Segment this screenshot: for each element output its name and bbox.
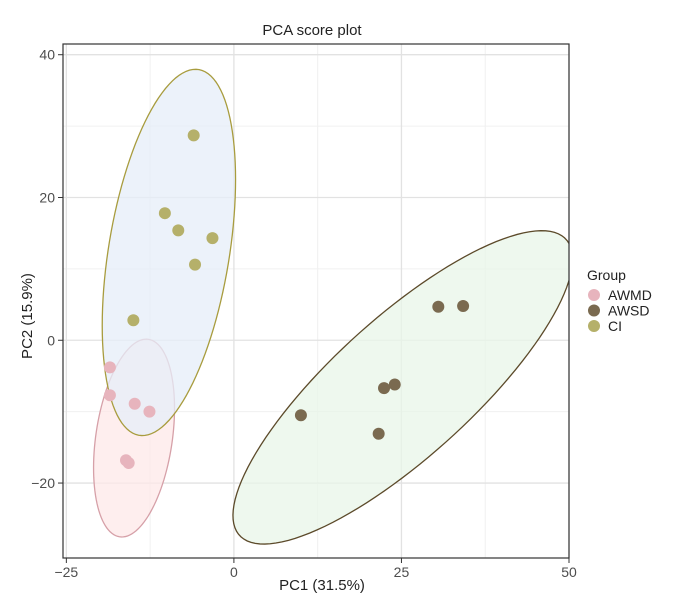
y-tick-label: −20 (31, 475, 55, 491)
point-awsd (388, 378, 401, 391)
y-tick-label: 40 (39, 47, 55, 63)
y-axis: −20 0 20 40 (31, 47, 63, 491)
x-axis: −25 0 25 50 (54, 558, 577, 580)
x-tick-label: 25 (394, 564, 410, 580)
legend-key-ci (588, 320, 600, 332)
point-awmd (103, 389, 116, 402)
x-tick-label: 50 (561, 564, 577, 580)
confidence-ellipses (92, 68, 569, 545)
chart-title: PCA score plot (262, 22, 362, 39)
point-ci (127, 314, 140, 327)
point-awsd (457, 299, 470, 312)
point-ci (172, 224, 185, 237)
data-points (103, 129, 470, 470)
legend-label-awsd: AWSD (608, 303, 649, 319)
point-ci (189, 258, 202, 271)
legend-title: Group (587, 267, 626, 283)
point-awsd (378, 382, 391, 395)
legend-label-ci: CI (608, 318, 622, 334)
x-tick-label: 0 (230, 564, 238, 580)
y-tick-label: 0 (47, 332, 55, 348)
point-awmd (143, 405, 156, 418)
point-awmd (103, 361, 116, 374)
x-axis-label: PC1 (31.5%) (279, 577, 365, 594)
ellipse-ci (101, 68, 237, 437)
y-axis-label: PC2 (15.9%) (19, 273, 36, 359)
legend-key-awsd (588, 304, 600, 317)
point-awmd (122, 457, 135, 470)
point-ci (158, 207, 171, 220)
y-tick-label: 20 (39, 189, 55, 205)
legend-key-awmd (588, 289, 600, 301)
point-awsd (294, 409, 307, 422)
point-awsd (372, 427, 385, 440)
x-tick-label: −25 (54, 564, 78, 580)
point-awmd (128, 397, 141, 410)
point-awsd (432, 300, 445, 313)
point-ci (187, 129, 200, 142)
point-ci (206, 232, 219, 245)
plot-border (62, 43, 570, 559)
legend-label-awmd: AWMD (608, 287, 652, 303)
ellipse-awsd (232, 230, 569, 545)
